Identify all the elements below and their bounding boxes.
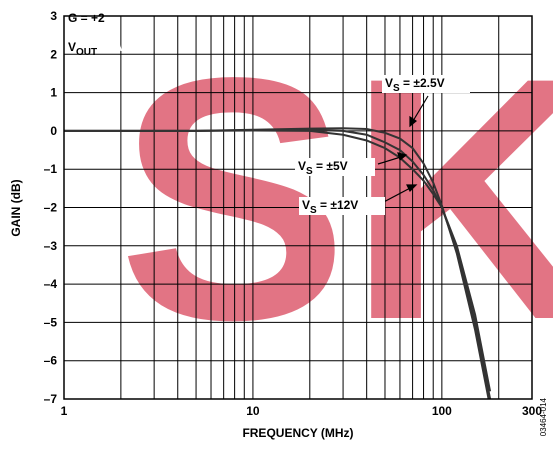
annotation-subscript: S (393, 83, 400, 94)
annotation-background (295, 158, 375, 176)
annotation-subscript: OUT (76, 47, 97, 58)
y-axis-label: GAIN (dB) (9, 179, 23, 236)
y-tick-label: –3 (44, 239, 58, 253)
y-tick-label: –5 (44, 315, 58, 329)
annotation-rest: = 2V p-p (97, 40, 147, 54)
y-tick-label: –1 (44, 162, 58, 176)
plot-frame (63, 15, 533, 400)
annotation-rest: = ±5V (313, 159, 348, 173)
x-tick-label: 10 (246, 404, 260, 418)
x-tick-label: 1 (61, 404, 68, 418)
y-tick-label: 0 (50, 124, 57, 138)
figure-id: 03464-014 (539, 397, 548, 436)
y-tick-label: 1 (50, 86, 57, 100)
y-tick-label: 3 (50, 9, 57, 23)
annotation: VS = ±2.5V (385, 76, 445, 94)
x-axis-label: FREQUENCY (MHz) (242, 426, 353, 440)
annotation-rest: = ±2.5V (400, 76, 445, 90)
y-tick-label: –4 (44, 277, 58, 291)
annotation-text: V (302, 198, 310, 212)
annotation-rest: = ±12V (317, 198, 359, 212)
arrows (377, 95, 429, 205)
y-tick-label: –6 (44, 354, 58, 368)
y-tick-label: –2 (44, 201, 58, 215)
annotation: VS = ±5V (298, 159, 348, 177)
x-tick-label: 300 (522, 404, 542, 418)
x-tick-label: 100 (432, 404, 452, 418)
y-tick-label: 2 (50, 47, 57, 61)
annotation-background (382, 75, 470, 93)
annotation-text: V (385, 76, 393, 90)
y-tick-label: –7 (44, 392, 58, 406)
annotation-text: G = +2 (68, 11, 105, 25)
annotation-text: V (298, 159, 306, 173)
annotation-subscript: S (306, 166, 313, 177)
annotation: G = +2 (68, 11, 105, 25)
annotation: VOUT = 2V p-p (68, 40, 147, 58)
annotation-subscript: S (310, 205, 317, 216)
series-line (64, 129, 492, 392)
annotation: VS = ±12V (302, 198, 358, 216)
annotation-text: V (68, 40, 76, 54)
annotation-background (299, 197, 385, 215)
